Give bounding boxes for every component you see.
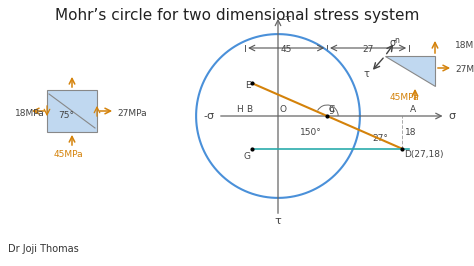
Text: -τ: -τ (281, 14, 292, 24)
Text: n: n (394, 36, 400, 45)
Text: Dr Joji Thomas: Dr Joji Thomas (8, 244, 79, 254)
Text: 45MPa: 45MPa (390, 93, 419, 102)
Text: τ: τ (274, 216, 282, 226)
Text: -σ: -σ (204, 111, 215, 121)
Text: C: C (328, 105, 334, 114)
Text: H: H (237, 105, 243, 114)
Text: 45: 45 (281, 45, 292, 54)
Text: σ: σ (390, 38, 396, 48)
Bar (47, 90, 97, 132)
Text: G: G (243, 152, 250, 161)
Text: 150°: 150° (300, 128, 322, 137)
Text: 27MPa: 27MPa (455, 65, 474, 74)
Text: 9: 9 (328, 107, 334, 116)
Text: 27°: 27° (372, 134, 388, 143)
Text: τ: τ (363, 69, 369, 79)
Text: A: A (410, 105, 416, 114)
Text: 27: 27 (363, 45, 374, 54)
Text: 18MPa: 18MPa (455, 41, 474, 51)
Text: 75°: 75° (58, 110, 74, 119)
Text: O: O (280, 105, 287, 114)
Text: D(27,18): D(27,18) (404, 150, 444, 159)
Text: Mohr’s circle for two dimensional stress system: Mohr’s circle for two dimensional stress… (55, 8, 419, 23)
Polygon shape (385, 56, 435, 86)
Text: B: B (246, 105, 252, 114)
Text: E: E (246, 81, 251, 90)
Text: 27MPa: 27MPa (117, 109, 146, 118)
Text: 18MPa: 18MPa (15, 109, 45, 118)
Text: σ: σ (448, 111, 456, 121)
Text: 18: 18 (405, 128, 417, 137)
Text: 45MPa: 45MPa (54, 150, 83, 159)
